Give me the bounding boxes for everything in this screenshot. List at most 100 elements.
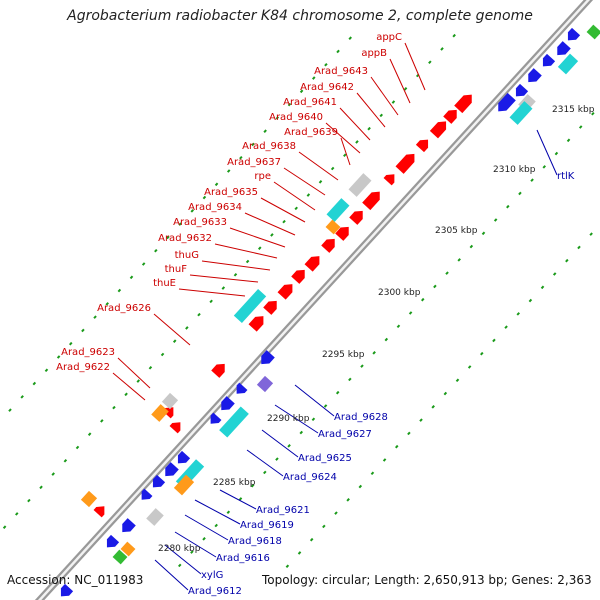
reverse-gene-label: Arad_9628: [334, 412, 388, 423]
reverse-gene: [122, 518, 136, 533]
tick-dash: [591, 111, 595, 116]
forward-gene: [304, 256, 320, 272]
reverse-gene: [515, 83, 529, 97]
forward-gene: [335, 226, 349, 241]
tick-dash: [391, 100, 396, 104]
tick-dashes: [2, 33, 595, 569]
tick-dash: [251, 142, 255, 147]
tick-dash: [87, 432, 92, 436]
tick-dash: [419, 418, 423, 422]
forward-gene: [349, 210, 363, 225]
tick-dash: [275, 457, 279, 461]
forward-gene-label: Arad_9640: [269, 112, 323, 123]
scale-label: 2315 kbp: [552, 105, 595, 115]
forward-gene-label: Arad_9642: [300, 82, 354, 93]
tick-dash: [285, 564, 290, 569]
green-feature: [586, 24, 600, 40]
label-leader: [274, 404, 319, 434]
forward-gene: [383, 174, 395, 186]
tick-dash: [63, 458, 68, 463]
forward-gene: [415, 139, 429, 153]
accession-text: Accession: NC_011983: [7, 573, 144, 587]
gene-features: [60, 24, 600, 597]
tick-dash: [428, 60, 432, 65]
tick-dash: [294, 206, 298, 211]
label-leader: [283, 167, 326, 196]
reverse-gene: [141, 488, 153, 500]
label-leader: [260, 197, 306, 223]
tick-dash: [190, 209, 195, 213]
label-leader: [404, 42, 426, 91]
label-leader: [189, 274, 259, 283]
tick-dash: [297, 551, 302, 555]
label-leader: [154, 559, 189, 591]
reverse-gene-label: Arad_9621: [256, 505, 310, 516]
tick-dash: [270, 233, 274, 237]
forward-gene-label: Arad_9623: [61, 347, 115, 358]
tick-dash: [506, 204, 510, 209]
purple-feature: [256, 375, 274, 393]
scale-label: 2295 kbp: [322, 350, 365, 360]
tick-dash: [124, 392, 128, 397]
tick-dash: [311, 417, 316, 422]
forward-gene: [93, 506, 105, 518]
scale-label: 2300 kbp: [378, 288, 421, 298]
tick-dash: [492, 338, 496, 343]
reverse-gene-label: Arad_9612: [188, 586, 242, 597]
tick-dash: [493, 218, 498, 222]
tick-dash: [136, 379, 141, 383]
forward-gene: [291, 269, 305, 284]
tick-dash: [445, 271, 449, 275]
forward-gene: [429, 121, 447, 139]
tick-dash: [105, 302, 109, 306]
tick-dash: [452, 33, 456, 38]
scale-label: 2290 kbp: [267, 414, 310, 424]
forward-gene: [395, 153, 415, 174]
tick-dash: [421, 297, 425, 302]
tick-dash: [20, 395, 24, 399]
scale-label: 2285 kbp: [213, 478, 256, 488]
label-leader: [340, 137, 351, 166]
tick-dash: [32, 381, 37, 386]
label-leader: [194, 499, 241, 525]
tick-dash: [238, 497, 243, 501]
label-leader: [153, 313, 191, 346]
tick-dash: [39, 485, 43, 490]
tick-dash: [2, 525, 7, 529]
label-leaders: [112, 42, 558, 591]
tick-dash: [263, 470, 267, 475]
tick-dash: [129, 275, 134, 280]
label-leader: [325, 122, 361, 154]
scale-label: 2305 kbp: [435, 226, 478, 236]
forward-gene-label: appC: [376, 32, 402, 43]
reverse-gene: [261, 350, 275, 365]
label-leader: [298, 151, 339, 181]
forward-gene: [248, 316, 264, 332]
forward-gene-label: Arad_9639: [284, 127, 338, 138]
scale-labels: 2280 kbp 2285 kbp 2290 kbp 2295 kbp 2300 kbp…: [158, 105, 595, 554]
tick-dash: [299, 430, 304, 435]
tick-dash: [287, 444, 291, 448]
label-leader: [112, 372, 146, 401]
tick-dash: [384, 337, 389, 342]
tick-dash: [214, 523, 218, 528]
tick-dash: [403, 87, 408, 91]
label-leader: [178, 288, 246, 297]
reverse-gene: [498, 92, 516, 112]
tick-dash: [348, 377, 352, 382]
scale-label: 2310 kbp: [493, 165, 536, 175]
tick-dash: [565, 258, 569, 263]
tick-dash: [185, 326, 189, 330]
forward-gene-label: Arad_9633: [173, 217, 227, 228]
forward-gene: [443, 109, 457, 124]
label-leader: [389, 58, 411, 104]
forward-gene: [454, 94, 472, 114]
label-leader: [261, 429, 299, 458]
gene-labels: appC appB Arad_9643 Arad_9642 Arad_9641 Arad_…: [56, 32, 575, 597]
tick-dash: [166, 235, 170, 240]
orange-feature: [173, 474, 195, 496]
label-leader: [339, 107, 371, 141]
reverse-gene-label: Arad_9625: [298, 453, 352, 464]
label-leader: [164, 544, 202, 575]
label-leader: [201, 260, 271, 271]
